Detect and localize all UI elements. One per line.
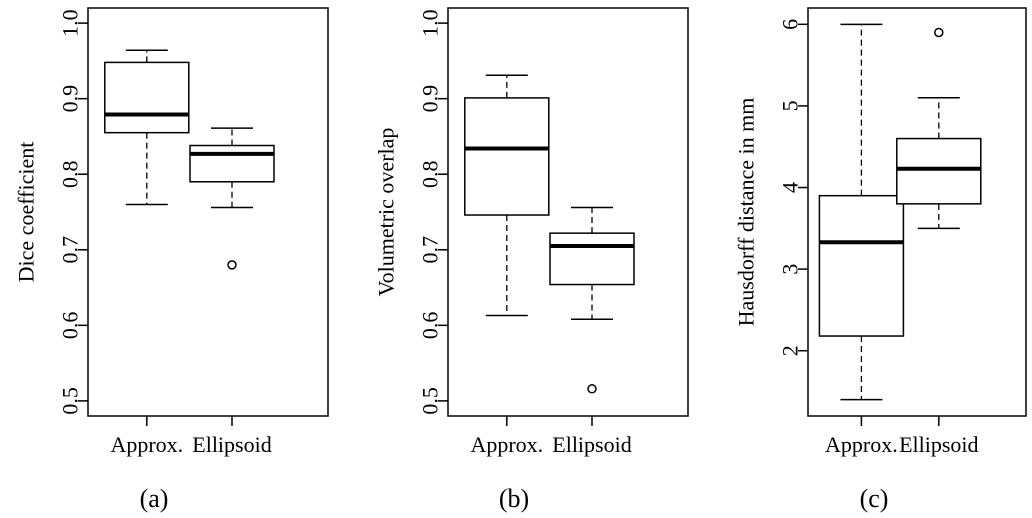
y-axis-title: Hausdorff distance in mm [734,98,759,327]
y-tick-label: 0.6 [58,312,83,340]
iqr-box [818,194,905,337]
y-tick-label: 0.5 [418,387,443,415]
box-approx [818,23,905,401]
y-tick-label: 6 [778,19,803,30]
plot-frame [447,7,689,417]
y-tick-label: 1.0 [418,9,443,37]
iqr-box [104,61,190,134]
iqr-box [896,137,982,205]
box-ellipsoid [189,127,275,270]
outlier-point [934,27,944,38]
y-tick-label: 1.0 [58,9,83,37]
panel-label: (b) [499,484,529,513]
y-axis-title: Dice coefficient [14,142,39,283]
y-tick-label: 0.9 [58,85,83,113]
y-tick-label: 3 [778,264,803,275]
chart-panel-3: 2 3 4 5 6 Hausdorff distance in mm Approx. Elli… [734,7,1027,513]
y-tick-label: 0.7 [418,236,443,264]
y-tick-label: 0.9 [418,85,443,113]
y-tick-label: 0.8 [418,160,443,188]
x-tick-label: Ellipsoid [899,432,978,457]
x-tick-label: Approx. [825,432,898,457]
y-tick-label: 0.8 [58,160,83,188]
box-approx [104,49,190,206]
y-tick-label: 0.7 [58,236,83,264]
iqr-box [464,97,550,216]
box-approx [464,74,550,317]
y-tick-label: 2 [778,345,803,356]
y-tick-label: 0.5 [58,387,83,415]
panel-label: (c) [860,484,889,513]
x-tick-label: Approx. [470,432,543,457]
chart-panel-1: 0.5 0.6 0.7 0.8 0.9 1.0 Dice coefficient Approx… [14,7,329,513]
plot-frame [87,7,329,417]
y-tick-label: 5 [778,100,803,111]
y-tick-label: 4 [778,182,803,193]
plot-frame [807,7,1027,417]
x-tick-label: Approx. [110,432,183,457]
y-tick-label: 0.6 [418,312,443,340]
box-ellipsoid [896,27,982,230]
x-tick-label: Ellipsoid [552,432,631,457]
iqr-box [549,232,635,286]
x-tick-label: Ellipsoid [192,432,271,457]
box-ellipsoid [549,206,635,394]
iqr-box [189,144,275,183]
outlier-point [587,384,597,394]
y-axis-title: Volumetric overlap [374,128,399,297]
chart-panel-2: 0.5 0.6 0.7 0.8 0.9 1.0 Volumetric overlap Appr… [374,7,689,513]
outlier-point [227,260,237,270]
panel-label: (a) [140,484,169,513]
